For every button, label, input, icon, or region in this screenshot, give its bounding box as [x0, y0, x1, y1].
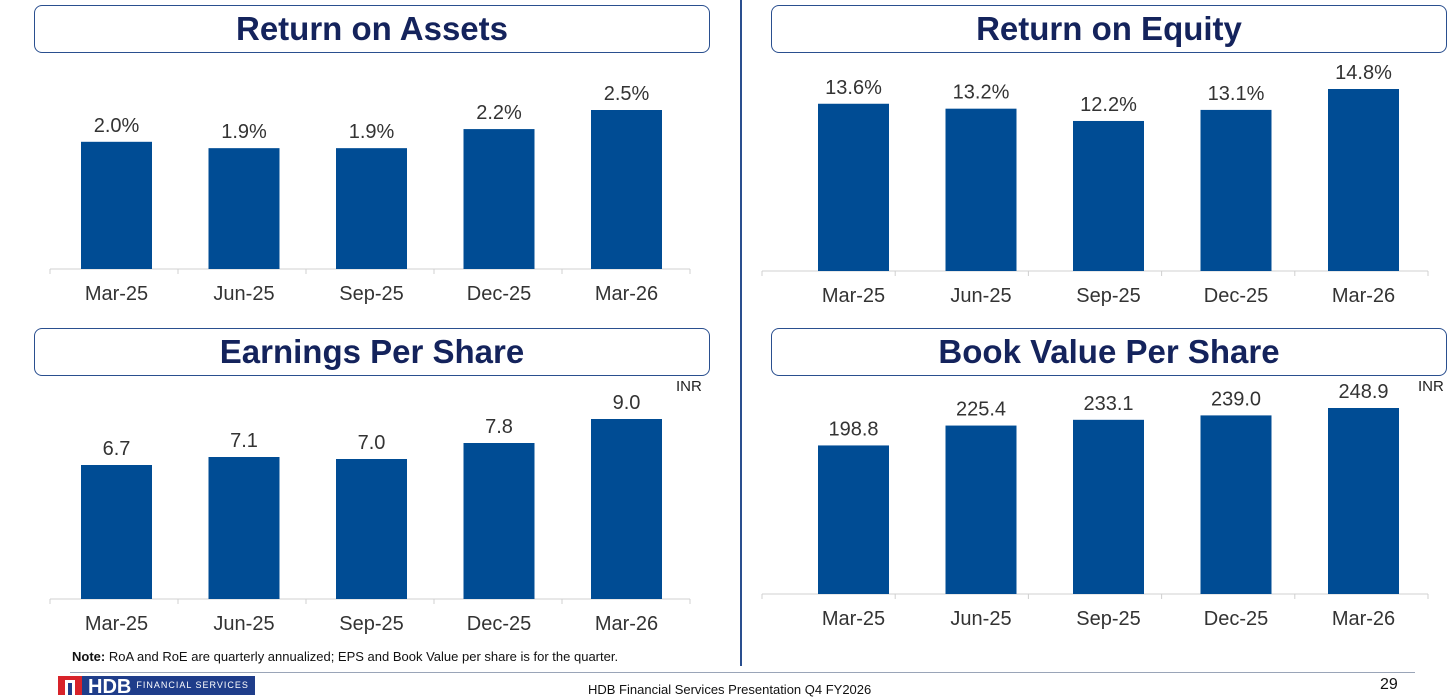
- footer-rule: [70, 672, 1415, 673]
- bvps-data-label-sep-25: 233.1: [1083, 393, 1133, 415]
- roe-category-label-dec-25: Dec-25: [1204, 285, 1268, 307]
- roe-bar-sep-25: [1073, 120, 1144, 271]
- hdb-logo-mark: [58, 676, 82, 695]
- eps-bar-sep-25: [336, 459, 407, 599]
- roa-data-label-sep-25: 1.9%: [349, 121, 395, 143]
- roe-bar-mar-25: [818, 103, 889, 271]
- footnote-text: RoA and RoE are quarterly annualized; EP…: [105, 649, 619, 664]
- roa-bar-mar-25: [81, 141, 152, 269]
- bvps-title: Book Value Per Share: [771, 328, 1447, 376]
- eps-category-label-mar-26: Mar-26: [595, 613, 658, 635]
- eps-category-label-sep-25: Sep-25: [339, 613, 404, 635]
- eps-unit-label: INR: [676, 378, 702, 395]
- bvps-category-label-jun-25: Jun-25: [950, 608, 1011, 630]
- roe-data-label-jun-25: 13.2%: [953, 82, 1010, 104]
- eps-bar-mar-25: [81, 465, 152, 599]
- bvps-bar-mar-26: [1328, 408, 1399, 594]
- eps-bar-mar-26: [591, 419, 662, 599]
- roa-category-label-mar-25: Mar-25: [85, 283, 148, 305]
- hdb-logo: HDB FINANCIAL SERVICES: [58, 676, 255, 698]
- roe-bar-mar-26: [1328, 89, 1399, 271]
- hdb-logo-box: HDB FINANCIAL SERVICES: [82, 676, 255, 698]
- bvps-data-label-jun-25: 225.4: [956, 399, 1006, 421]
- bvps-data-label-mar-26: 248.9: [1338, 381, 1388, 403]
- presentation-footer-text: HDB Financial Services Presentation Q4 F…: [588, 682, 872, 697]
- roe-chart: 13.6% Mar-25 13.2% Jun-25 12.2% Sep-25 13.1% De…: [761, 62, 1429, 307]
- roe-category-label-jun-25: Jun-25: [950, 285, 1011, 307]
- roa-chart: 2.0% Mar-25 1.9% Jun-25 1.9% Sep-25 2.2% Dec-25…: [49, 83, 691, 305]
- bvps-bar-jun-25: [945, 425, 1017, 594]
- eps-bar-jun-25: [208, 457, 280, 599]
- bvps-category-label-sep-25: Sep-25: [1076, 608, 1141, 630]
- roa-category-label-sep-25: Sep-25: [339, 283, 404, 305]
- bvps-bar-sep-25: [1073, 419, 1144, 594]
- eps-chart: 6.7 Mar-25 7.1 Jun-25 7.0 Sep-25 7.8 Dec-25 9.0 M…: [49, 392, 691, 635]
- roa-data-label-mar-26: 2.5%: [604, 83, 650, 105]
- roa-category-label-mar-26: Mar-26: [595, 283, 658, 305]
- bvps-bar-dec-25: [1200, 415, 1272, 594]
- eps-category-label-mar-25: Mar-25: [85, 613, 148, 635]
- roa-data-label-mar-25: 2.0%: [94, 115, 140, 137]
- eps-data-label-mar-26: 9.0: [613, 392, 641, 414]
- eps-category-label-dec-25: Dec-25: [467, 613, 531, 635]
- eps-data-label-dec-25: 7.8: [485, 416, 513, 438]
- roe-data-label-dec-25: 13.1%: [1208, 83, 1265, 105]
- roe-data-label-mar-26: 14.8%: [1335, 62, 1392, 84]
- roe-category-label-mar-25: Mar-25: [822, 285, 885, 307]
- hdb-logo-subtext: FINANCIAL SERVICES: [136, 680, 249, 690]
- bvps-bar-mar-25: [818, 445, 889, 594]
- footnote: Note: RoA and RoE are quarterly annualiz…: [72, 649, 618, 664]
- roa-title: Return on Assets: [34, 5, 710, 53]
- roe-title: Return on Equity: [771, 5, 1447, 53]
- hdb-logo-text: HDB: [88, 676, 132, 698]
- roe-bar-dec-25: [1200, 109, 1272, 272]
- bvps-data-label-mar-25: 198.8: [828, 418, 878, 440]
- roa-category-label-dec-25: Dec-25: [467, 283, 531, 305]
- roa-bar-sep-25: [336, 148, 407, 269]
- roe-category-label-sep-25: Sep-25: [1076, 285, 1141, 307]
- footnote-label: Note:: [72, 649, 106, 664]
- bvps-category-label-mar-26: Mar-26: [1332, 608, 1395, 630]
- bvps-category-label-dec-25: Dec-25: [1204, 608, 1268, 630]
- eps-data-label-sep-25: 7.0: [358, 432, 386, 454]
- roa-category-label-jun-25: Jun-25: [213, 283, 274, 305]
- roa-bar-dec-25: [463, 129, 535, 269]
- bvps-category-label-mar-25: Mar-25: [822, 608, 885, 630]
- page-number: 29: [1380, 676, 1398, 693]
- roa-data-label-dec-25: 2.2%: [476, 102, 522, 124]
- roe-category-label-mar-26: Mar-26: [1332, 285, 1395, 307]
- eps-data-label-mar-25: 6.7: [103, 438, 131, 460]
- eps-title: Earnings Per Share: [34, 328, 710, 376]
- bvps-data-label-dec-25: 239.0: [1211, 388, 1261, 410]
- eps-data-label-jun-25: 7.1: [230, 430, 258, 452]
- bvps-unit-label: INR: [1418, 378, 1444, 395]
- roa-data-label-jun-25: 1.9%: [221, 121, 267, 143]
- roa-bar-jun-25: [208, 148, 280, 269]
- eps-category-label-jun-25: Jun-25: [213, 613, 274, 635]
- roa-bar-mar-26: [591, 110, 662, 269]
- roe-bar-jun-25: [945, 108, 1017, 271]
- roe-data-label-mar-25: 13.6%: [825, 77, 882, 99]
- bvps-chart: 198.8 Mar-25 225.4 Jun-25 233.1 Sep-25 239.0 De…: [761, 381, 1429, 630]
- center-divider: [740, 0, 742, 666]
- roe-data-label-sep-25: 12.2%: [1080, 94, 1137, 116]
- eps-bar-dec-25: [463, 443, 535, 599]
